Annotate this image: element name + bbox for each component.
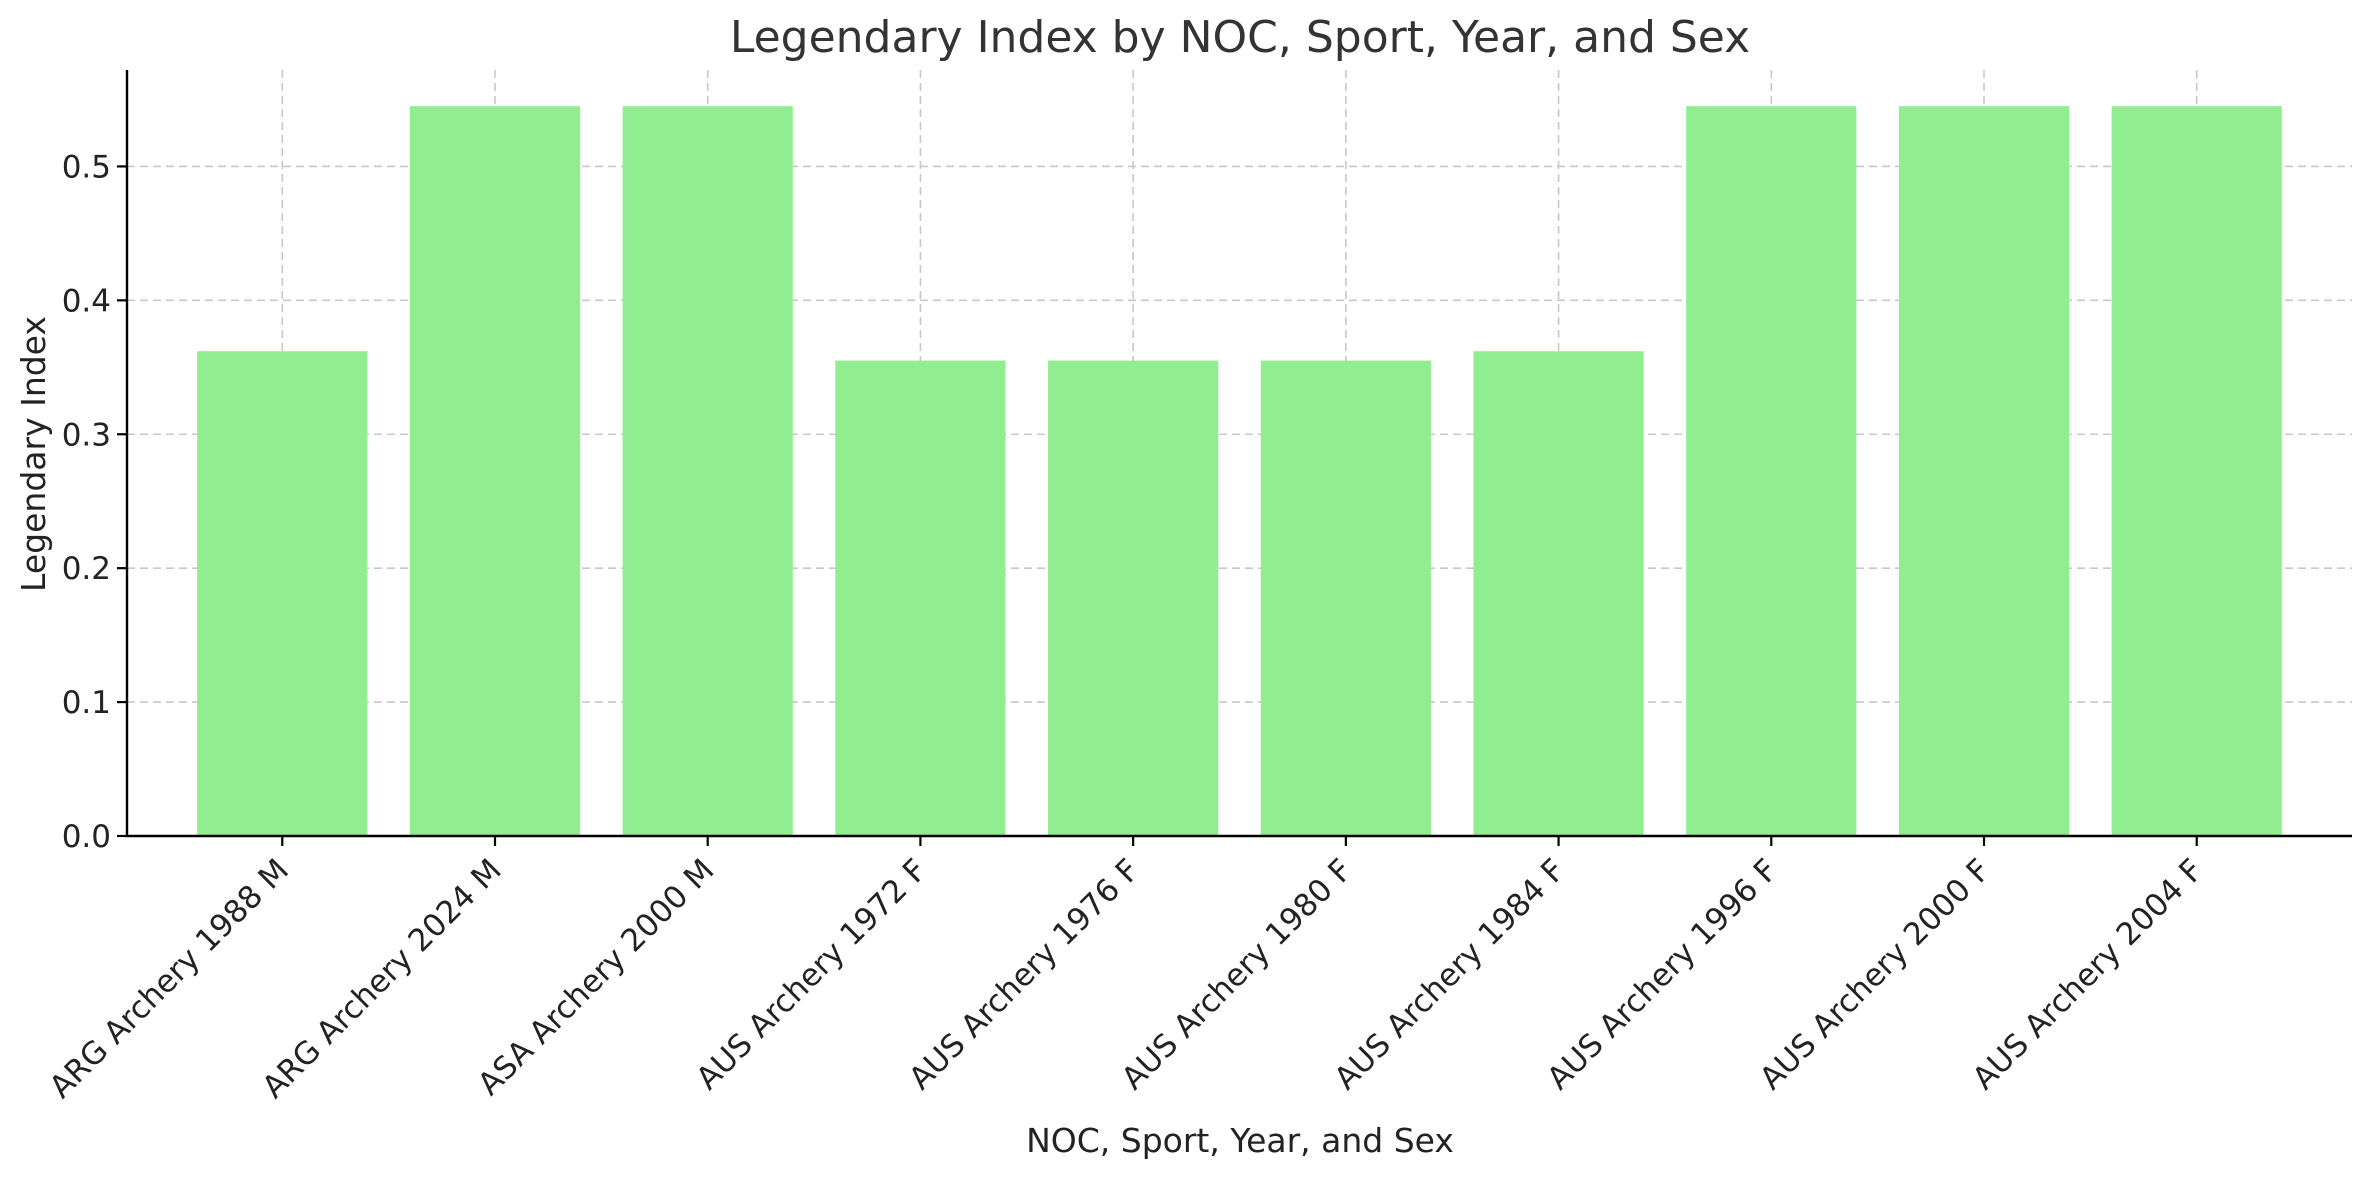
y-ticks: 0.0 0.1 0.2 0.3 0.4 0.5 <box>62 149 127 855</box>
y-tick-label: 0.3 <box>62 417 111 453</box>
y-tick-label: 0.5 <box>62 149 111 185</box>
bar <box>622 106 793 836</box>
y-tick-label: 0.2 <box>62 551 111 587</box>
bar <box>197 351 368 836</box>
bar <box>409 106 581 836</box>
x-axis-title: NOC, Sport, Year, and Sex <box>1026 1121 1454 1160</box>
bar <box>1473 351 1644 836</box>
x-tick-label: AUS Archery 2004 F <box>1966 852 2211 1097</box>
bar <box>1048 360 1219 836</box>
y-tick-label: 0.1 <box>62 685 111 721</box>
bar <box>835 360 1006 836</box>
x-tick-label: ARG Archery 2024 M <box>255 852 508 1105</box>
bars <box>197 106 2282 836</box>
x-tick-label: AUS Archery 1984 F <box>1328 852 1573 1097</box>
bar <box>1898 106 2070 836</box>
x-tick-label: AUS Archery 2000 F <box>1753 852 1998 1097</box>
x-tick-label: AUS Archery 1980 F <box>1115 852 1360 1097</box>
bar <box>1260 360 1431 836</box>
x-tick-label: AUS Archery 1976 F <box>902 852 1147 1097</box>
axes <box>125 70 2352 838</box>
chart-title: Legendary Index by NOC, Sport, Year, and… <box>730 12 1750 63</box>
y-tick-label: 0.0 <box>62 819 111 855</box>
y-axis-title: Legendary Index <box>14 316 53 592</box>
x-tick-label: ASA Archery 2000 M <box>471 852 721 1102</box>
x-tick-label: ARG Archery 1988 M <box>43 852 296 1105</box>
x-tick-label: AUS Archery 1972 F <box>689 852 934 1097</box>
bar <box>1686 106 1857 836</box>
bar <box>2111 106 2282 836</box>
y-tick-label: 0.4 <box>62 283 111 319</box>
x-tick-label: AUS Archery 1996 F <box>1540 852 1785 1097</box>
